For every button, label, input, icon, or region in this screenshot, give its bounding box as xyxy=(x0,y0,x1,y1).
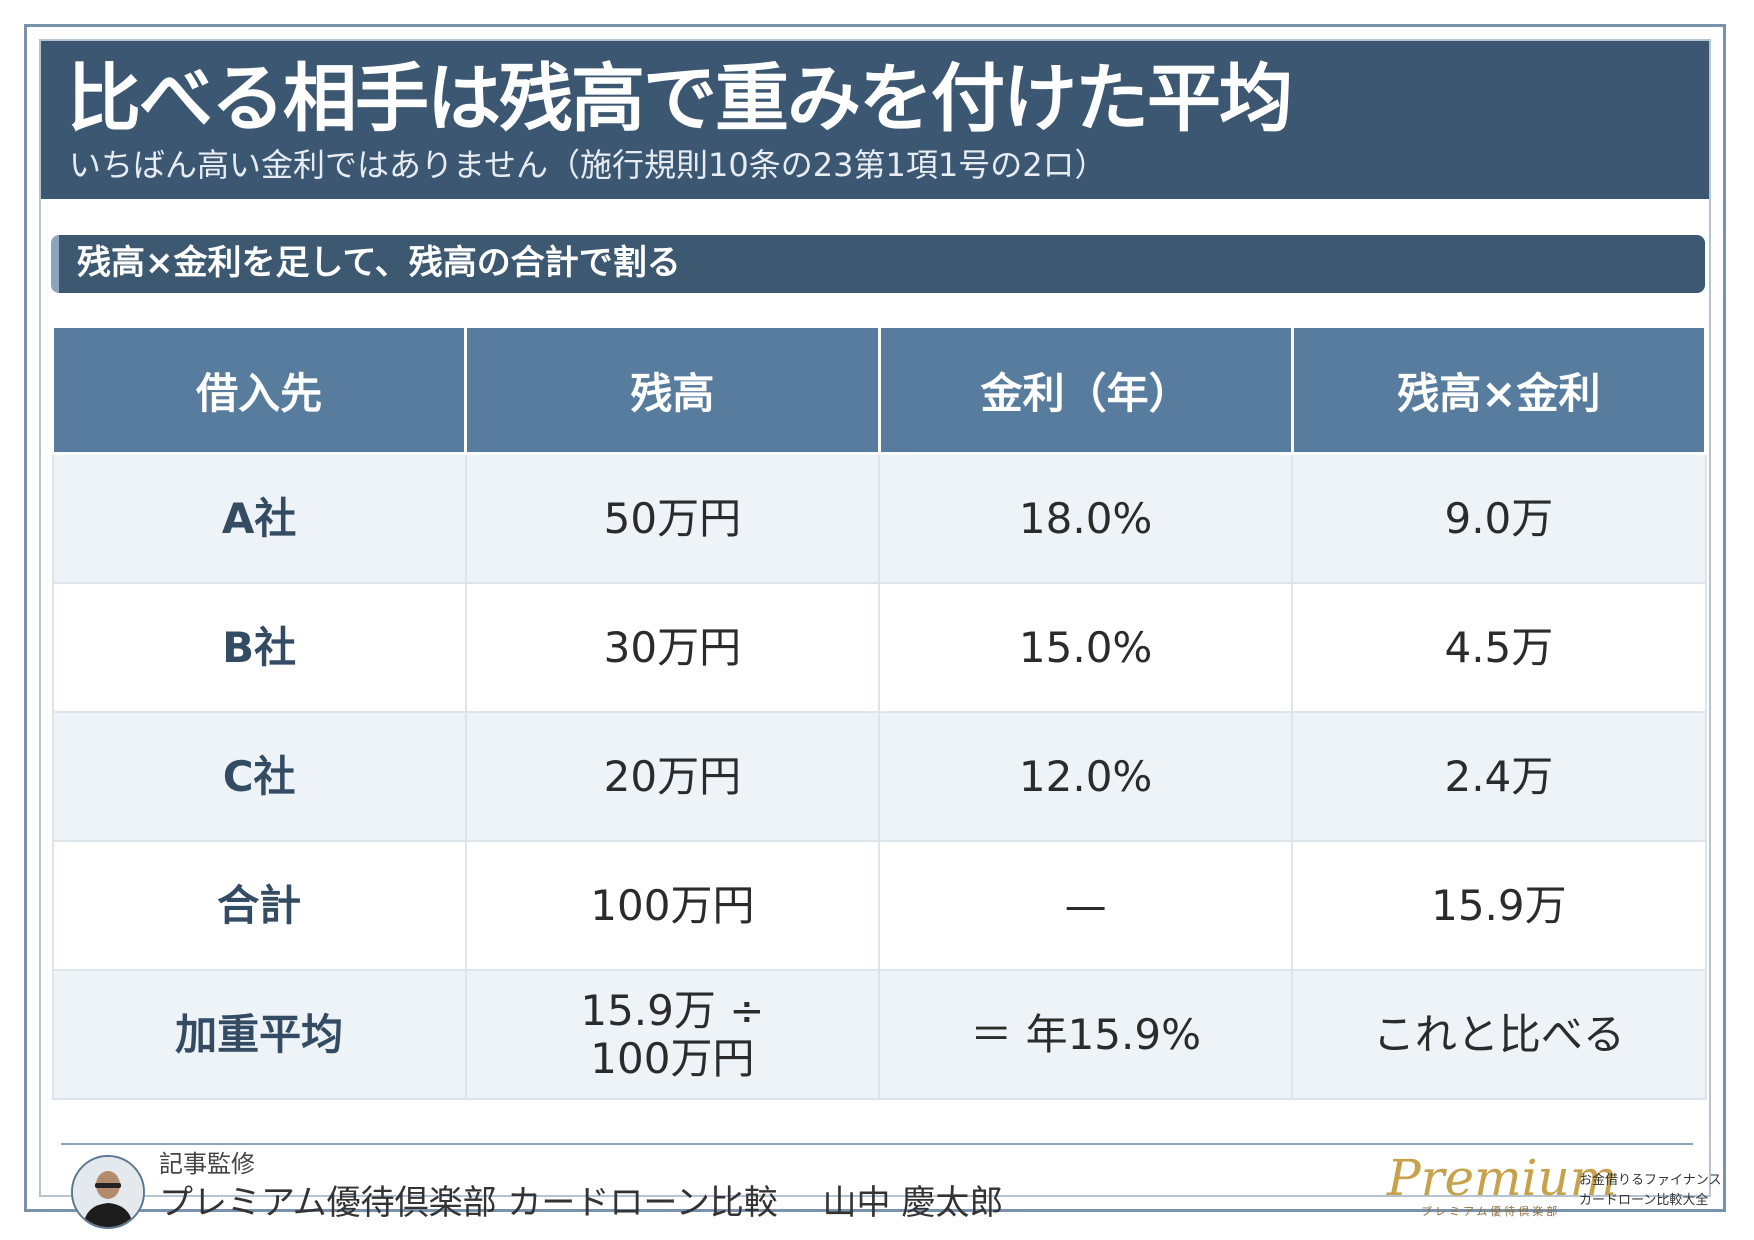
table-row: A社 50万円 18.0% 9.0万 xyxy=(51,452,1707,584)
supervisor-name: プレミアム優待倶楽部 カードローン比較 山中 慶太郎 xyxy=(159,1183,1004,1223)
content-area: 比べる相手は残高で重みを付けた平均 いちばん高い金利ではありません（施行規則10… xyxy=(39,39,1721,1229)
product-cell: 9.0万 xyxy=(1291,452,1707,584)
logo-tagline-2: カードローン比較大全 xyxy=(1579,1193,1709,1208)
rate-cell: 15.0% xyxy=(877,582,1294,713)
page-subtitle: いちばん高い金利ではありません（施行規則10条の23第1項1号の2ロ） xyxy=(69,146,1107,184)
table-header-row: 借入先 残高 金利（年） 残高×金利 xyxy=(50,325,1708,455)
lender-cell: A社 xyxy=(51,452,467,584)
balance-cell: 20万円 xyxy=(464,711,881,842)
section-heading: 残高×金利を足して、残高の合計で割る xyxy=(77,243,681,283)
rate-cell: 12.0% xyxy=(877,711,1294,842)
balance-formula-cell: 15.9万 ÷ 100万円 xyxy=(464,969,881,1100)
product-cell: 15.9万 xyxy=(1291,840,1707,971)
balance-cell: 50万円 xyxy=(464,452,881,584)
rate-cell: 18.0% xyxy=(877,452,1294,584)
product-cell: 4.5万 xyxy=(1291,582,1707,713)
rate-cell: — xyxy=(877,840,1294,971)
table-row: C社 20万円 12.0% 2.4万 xyxy=(51,711,1707,842)
balance-cell: 100万円 xyxy=(464,840,881,971)
product-cell: これと比べる xyxy=(1291,969,1707,1100)
lender-cell: C社 xyxy=(51,711,467,842)
logo-small-text: プレミアム優待倶楽部 xyxy=(1421,1205,1561,1218)
page-title: 比べる相手は残高で重みを付けた平均 xyxy=(67,56,1293,142)
lender-cell: 加重平均 xyxy=(51,969,467,1100)
footer-divider xyxy=(61,1143,1693,1145)
rate-cell: ＝ 年15.9% xyxy=(877,969,1294,1100)
lender-cell: 合計 xyxy=(51,840,467,971)
table-row-total: 合計 100万円 — 15.9万 xyxy=(51,840,1707,971)
table-row: B社 30万円 15.0% 4.5万 xyxy=(51,582,1707,713)
logo-script-text: Premium xyxy=(1387,1149,1618,1207)
header-banner: 比べる相手は残高で重みを付けた平均 いちばん高い金利ではありません（施行規則10… xyxy=(41,41,1709,199)
formula-line-1: 15.9万 ÷ xyxy=(580,985,765,1035)
supervisor-label: 記事監修 xyxy=(159,1150,255,1178)
table-row-weighted-average: 加重平均 15.9万 ÷ 100万円 ＝ 年15.9% これと比べる xyxy=(51,969,1707,1100)
formula-line-2: 100万円 xyxy=(590,1033,755,1083)
column-header-lender: 借入先 xyxy=(50,325,468,455)
column-header-rate: 金利（年） xyxy=(877,325,1294,455)
section-heading-bar: 残高×金利を足して、残高の合計で割る xyxy=(51,235,1705,293)
column-header-product: 残高×金利 xyxy=(1290,325,1708,455)
logo-tagline-1: お金借りるファイナンス xyxy=(1579,1173,1722,1188)
premium-logo: Premium プレミアム優待倶楽部 お金借りるファイナンス カードローン比較大… xyxy=(1387,1149,1721,1223)
balance-cell: 30万円 xyxy=(464,582,881,713)
column-header-balance: 残高 xyxy=(464,325,881,455)
product-cell: 2.4万 xyxy=(1291,711,1707,842)
weighted-average-table: 借入先 残高 金利（年） 残高×金利 A社 50万円 18.0% 9.0万 B社… xyxy=(50,325,1708,1100)
supervisor-avatar-icon xyxy=(71,1155,145,1229)
lender-cell: B社 xyxy=(51,582,467,713)
page-frame: 比べる相手は残高で重みを付けた平均 いちばん高い金利ではありません（施行規則10… xyxy=(24,24,1726,1229)
